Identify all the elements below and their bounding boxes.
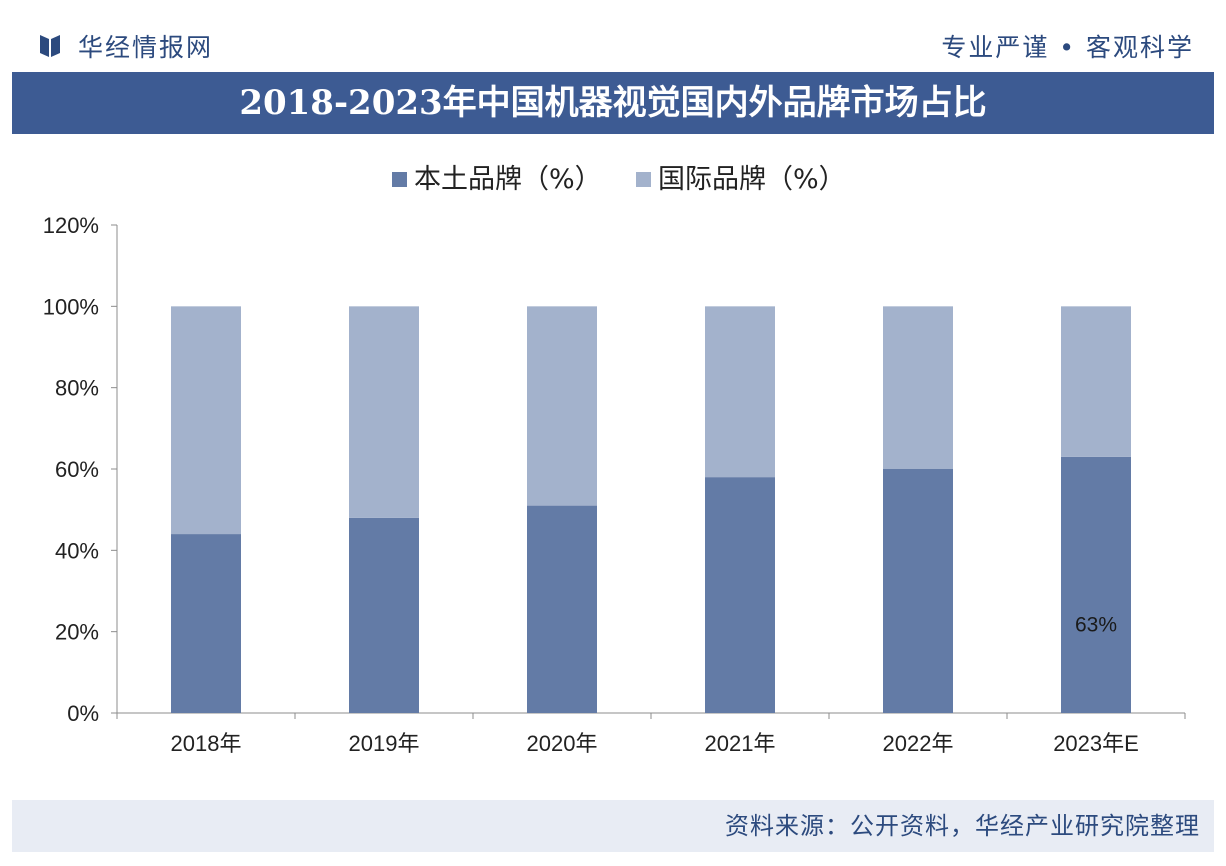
y-tick-label: 20% — [55, 620, 99, 645]
x-category-label: 2023年E — [1053, 731, 1139, 756]
bar-international — [349, 306, 419, 518]
source-note: 资料来源：公开资料，华经产业研究院整理 — [725, 812, 1200, 840]
bar-domestic — [527, 505, 597, 713]
y-tick-label: 100% — [43, 294, 99, 319]
bar-domestic — [705, 477, 775, 713]
y-tick-label: 40% — [55, 538, 99, 563]
bar-international — [705, 306, 775, 478]
bar-domestic — [1061, 456, 1131, 713]
y-tick-label: 0% — [67, 701, 99, 726]
chart-title: 2018-2023年中国机器视觉国内外品牌市场占比 — [239, 83, 987, 123]
header: 华经情报网 专业严谨 • 客观科学 — [0, 0, 1226, 72]
y-tick-label: 80% — [55, 376, 99, 401]
bar-international — [1061, 306, 1131, 457]
legend-swatch-domestic — [392, 172, 407, 187]
bar-domestic — [171, 534, 241, 713]
bar-international — [883, 306, 953, 469]
legend-label-domestic: 本土品牌（%） — [414, 164, 602, 195]
y-tick-label: 60% — [55, 457, 99, 482]
x-category-label: 2021年 — [705, 731, 776, 756]
data-label: 63% — [1075, 613, 1117, 636]
bar-international — [171, 306, 241, 535]
y-tick-label: 120% — [43, 213, 99, 238]
x-category-label: 2022年 — [883, 731, 954, 756]
x-category-label: 2019年 — [349, 731, 420, 756]
bar-domestic — [349, 517, 419, 713]
title-bar: 2018-2023年中国机器视觉国内外品牌市场占比 — [12, 72, 1214, 134]
bar-international — [527, 306, 597, 506]
footer-bar: 资料来源：公开资料，华经产业研究院整理 — [12, 800, 1214, 852]
brand-name: 华经情报网 — [78, 33, 214, 62]
bookmark-logo-icon — [40, 35, 60, 57]
legend-swatch-international — [636, 172, 651, 187]
chart-legend: 本土品牌（%） 国际品牌（%） — [0, 162, 1226, 198]
x-category-label: 2020年 — [527, 731, 598, 756]
bar-domestic — [883, 469, 953, 713]
x-category-label: 2018年 — [171, 731, 242, 756]
slogan: 专业严谨 • 客观科学 — [941, 33, 1194, 62]
legend-label-international: 国际品牌（%） — [658, 164, 846, 195]
